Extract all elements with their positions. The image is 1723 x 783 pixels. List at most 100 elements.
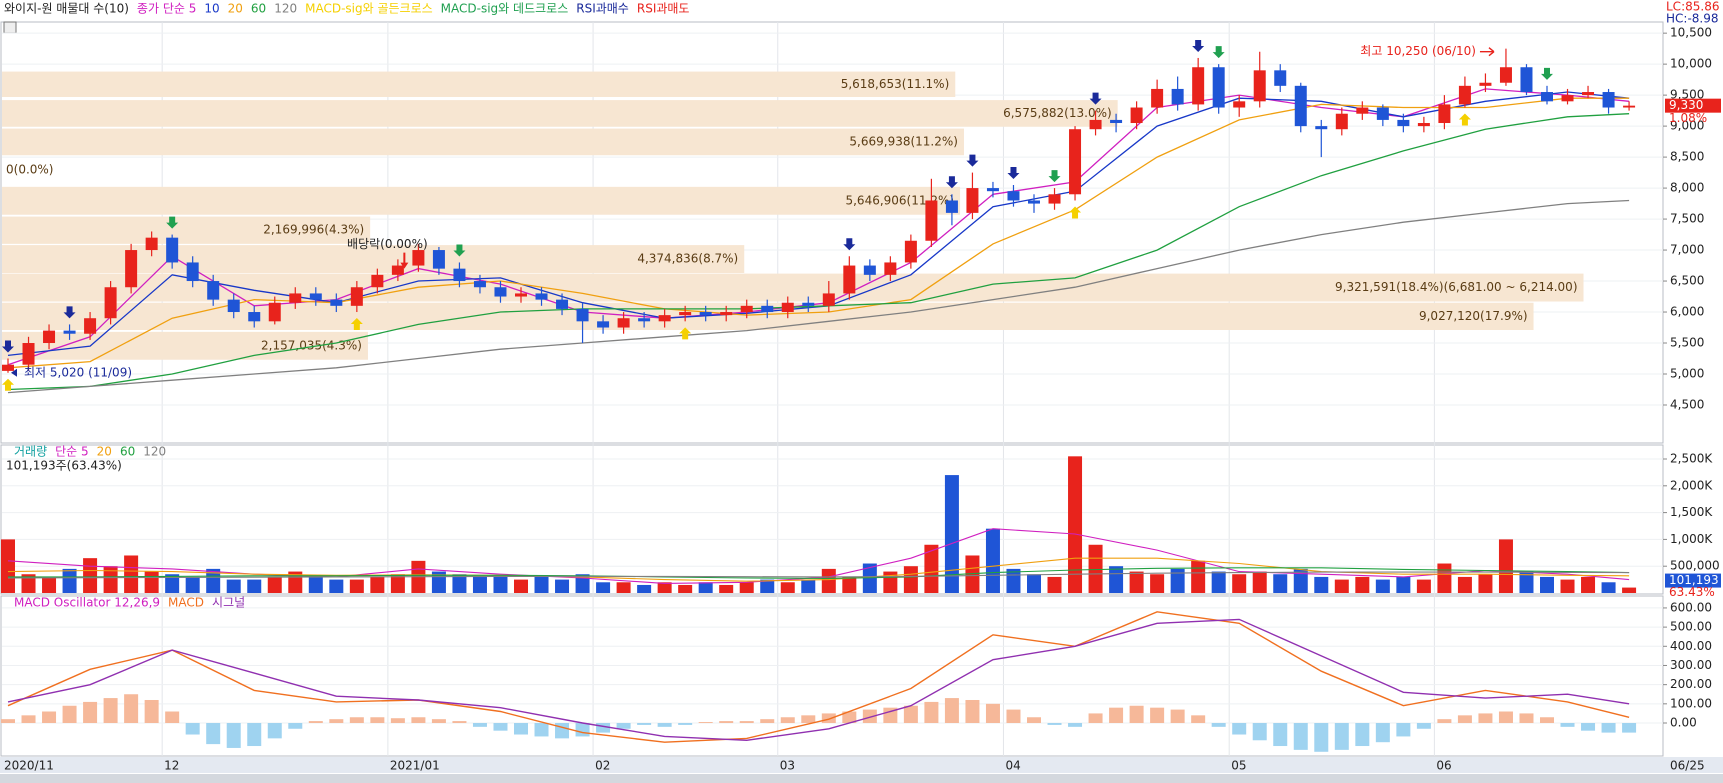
candle-body (945, 200, 958, 213)
oscillator-bar (390, 718, 405, 724)
volume-profile-label: 5,618,653(11.1%) (841, 77, 950, 91)
volume-bar (862, 563, 877, 593)
oscillator-bar (165, 711, 180, 724)
y-tick-label: 8,500 (1670, 150, 1704, 164)
lc-label: LC:85.86 (1666, 0, 1719, 14)
candle-body (986, 188, 999, 192)
candle-body (1541, 92, 1553, 102)
low-label: 최저 5,020 (11/09) (24, 365, 132, 379)
volume-bar (1314, 576, 1329, 593)
oscillator-bar (431, 719, 446, 724)
signal-arrow-up (350, 318, 363, 331)
oscillator-bar (719, 721, 734, 724)
volume-bar (596, 582, 611, 593)
volume-bar (965, 555, 980, 593)
candle-body (966, 188, 979, 213)
candle-body (1007, 191, 1020, 201)
candle-body (1028, 200, 1040, 204)
oscillator-bar (83, 701, 98, 724)
oscillator-bar (42, 711, 57, 724)
candle-body (1602, 92, 1615, 108)
oscillator-bar (944, 698, 959, 724)
oscillator-bar (514, 723, 528, 735)
moving-average-line (7, 199, 1630, 394)
settings-icon[interactable] (3, 21, 17, 34)
macd-line (7, 611, 1630, 743)
change-label: 1.08% (1669, 111, 1707, 125)
x-tick-label: 03 (780, 759, 795, 773)
candle-body (1253, 70, 1266, 102)
candle-body (679, 312, 692, 316)
oscillator-bar (349, 717, 364, 724)
legend-item: RSI과매수 (576, 2, 629, 16)
volume-bar (1560, 579, 1575, 593)
candle-body (1561, 95, 1574, 102)
y-tick-label: 4,500 (1670, 397, 1704, 411)
volume-bar (801, 579, 816, 593)
volume-bar (1109, 566, 1124, 593)
y-tick-label: 1,500K (1670, 505, 1713, 519)
candle-body (1192, 67, 1205, 105)
volume-bar (1191, 560, 1206, 593)
candle-body (125, 250, 138, 288)
oscillator-bar (760, 719, 775, 724)
candle-body (1315, 126, 1328, 130)
oscillator-bar (924, 701, 939, 724)
volume-bar (780, 582, 795, 593)
candle-body (309, 293, 322, 300)
volume-bar (514, 579, 528, 593)
volume-bar (1027, 574, 1041, 593)
volume-profile-label: 0(0.0%) (6, 163, 53, 177)
oscillator-bar (206, 723, 221, 745)
volume-bar (206, 568, 221, 593)
oscillator-bar (1519, 713, 1534, 724)
volume-ma-line (8, 567, 1630, 580)
volume-bar (308, 576, 323, 593)
candle-body (1438, 104, 1451, 124)
oscillator-bar (780, 717, 795, 724)
oscillator-bar (370, 717, 385, 724)
volume-bar (1622, 587, 1637, 593)
oscillator-bar (555, 723, 570, 739)
legend-item: 120 (143, 445, 166, 459)
volume-bar (1396, 576, 1411, 593)
volume-bar (698, 582, 713, 593)
y-tick-label: 10,000 (1670, 57, 1712, 71)
oscillator-bar (1437, 719, 1452, 724)
oscillator-bar (596, 723, 611, 733)
oscillator-bar (821, 713, 836, 724)
volume-profile-band (2, 128, 964, 156)
high-arrow (1479, 47, 1495, 57)
y-tick-label: 500,000 (1670, 559, 1720, 573)
oscillator-bar (1622, 723, 1637, 733)
oscillator-bar (678, 723, 693, 725)
candle-body (494, 287, 507, 297)
oscillator-bar (21, 715, 36, 724)
candle-body (63, 330, 76, 334)
candle-body (453, 268, 466, 282)
signal-arrow-down (63, 306, 76, 319)
volume-bar (678, 584, 693, 593)
volume-bar (185, 576, 200, 593)
candle-body (1520, 67, 1533, 93)
volume-bar (719, 584, 734, 593)
last-volume-label: 101,193 (1669, 573, 1719, 587)
volume-ma-line (7, 571, 1630, 579)
volume-profile-label: 2,157,035(4.3%) (261, 338, 362, 352)
candle-body (843, 265, 856, 294)
volume-bar (247, 579, 262, 593)
candle-body (904, 240, 917, 263)
candle-body (371, 274, 384, 288)
candle-body (1048, 194, 1061, 204)
oscillator-bar (411, 717, 426, 724)
y-tick-label: 10,500 (1670, 26, 1712, 40)
candle-body (638, 318, 651, 322)
candle-body (43, 330, 56, 344)
y-tick-label: 500.00 (1670, 620, 1712, 634)
scrollbar[interactable] (0, 774, 1723, 783)
legend-item: 10 (204, 2, 219, 16)
oscillator-bar (103, 698, 118, 724)
oscillator-bar (452, 721, 467, 724)
volume-bar (21, 574, 36, 593)
